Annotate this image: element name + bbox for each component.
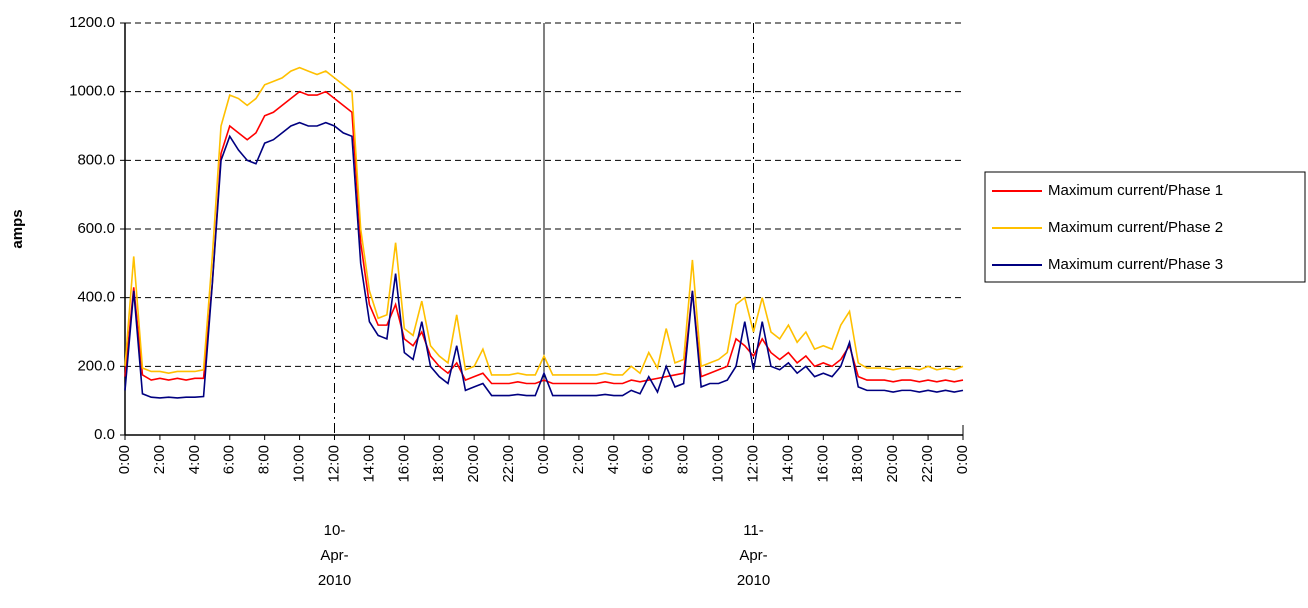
x-tick-label: 16:00: [395, 445, 412, 483]
y-tick-label: 400.0: [77, 289, 115, 306]
x-tick-label: 0:00: [954, 445, 971, 474]
legend-label: Maximum current/Phase 3: [1048, 256, 1223, 273]
date-label: 10-: [324, 522, 346, 539]
x-tick-label: 4:00: [605, 445, 622, 474]
y-tick-label: 1000.0: [69, 83, 115, 100]
x-tick-label: 22:00: [500, 445, 517, 483]
y-tick-label: 1200.0: [69, 14, 115, 31]
x-tick-label: 18:00: [849, 445, 866, 483]
y-tick-label: 0.0: [94, 426, 115, 443]
x-tick-label: 2:00: [151, 445, 168, 474]
x-tick-label: 8:00: [675, 445, 692, 474]
series-line: [124, 90, 964, 385]
x-tick-label: 14:00: [360, 445, 377, 483]
x-tick-label: 4:00: [186, 445, 203, 474]
x-tick-label: 0:00: [535, 445, 552, 474]
x-tick-label: 16:00: [814, 445, 831, 483]
x-tick-label: 10:00: [710, 445, 727, 483]
y-axis-label: amps: [9, 209, 26, 248]
series-line: [124, 121, 964, 399]
x-tick-label: 12:00: [325, 445, 342, 483]
date-label: Apr-: [739, 547, 767, 564]
x-tick-label: 6:00: [640, 445, 657, 474]
legend-label: Maximum current/Phase 1: [1048, 182, 1223, 199]
x-tick-label: 0:00: [116, 445, 133, 474]
x-tick-label: 2:00: [570, 445, 587, 474]
date-label: 2010: [318, 572, 351, 589]
series-line: [124, 66, 964, 376]
y-tick-label: 600.0: [77, 220, 115, 237]
x-tick-label: 20:00: [465, 445, 482, 483]
x-tick-label: 14:00: [779, 445, 796, 483]
x-tick-label: 10:00: [291, 445, 308, 483]
y-tick-label: 800.0: [77, 151, 115, 168]
x-tick-label: 22:00: [919, 445, 936, 483]
x-tick-label: 12:00: [744, 445, 761, 483]
date-label: 2010: [737, 572, 770, 589]
x-tick-label: 18:00: [430, 445, 447, 483]
x-tick-label: 8:00: [256, 445, 273, 474]
date-label: Apr-: [320, 547, 348, 564]
legend-label: Maximum current/Phase 2: [1048, 219, 1223, 236]
x-tick-label: 6:00: [221, 445, 238, 474]
date-label: 11-: [743, 522, 764, 539]
x-tick-label: 20:00: [884, 445, 901, 483]
y-tick-label: 200.0: [77, 357, 115, 374]
